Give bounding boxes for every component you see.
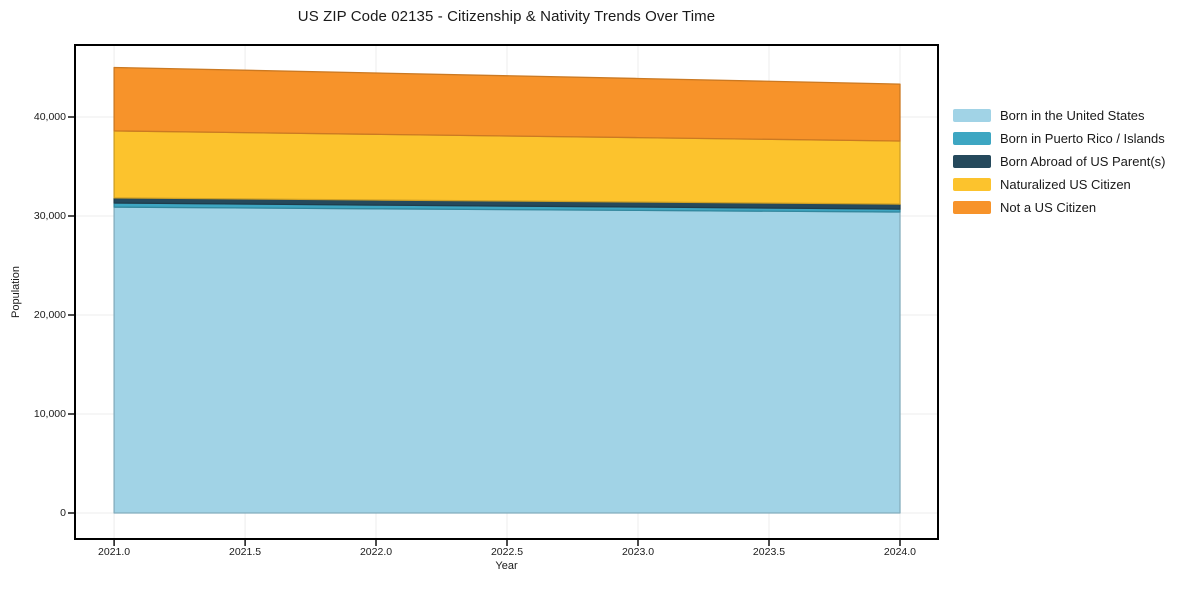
x-tick-label: 2022.5 [490,546,524,558]
x-tick-label: 2022.0 [359,546,393,558]
x-tick-label: 2021.0 [98,546,131,558]
legend-label: Naturalized US Citizen [1000,177,1131,192]
y-tick-label: 0 [60,506,66,519]
legend-item-not-a-us-citizen: Not a US Citizen [953,196,1165,219]
legend-label: Born Abroad of US Parent(s) [1000,154,1166,169]
plot-border [74,44,939,540]
legend-swatch-born-in-puerto-rico-islands [953,132,991,145]
legend-item-born-in-puerto-rico-islands: Born in Puerto Rico / Islands [953,127,1165,150]
area-born-in-the-united-states [113,206,901,514]
legend: Born in the United States Born in Puerto … [953,104,1165,219]
x-tick-label: 2023.5 [752,546,786,558]
y-tick-label: 30,000 [33,209,66,222]
x-tick-label: 2023.0 [621,546,655,558]
y-tick-label: 20,000 [33,308,66,321]
legend-item-born-in-the-united-states: Born in the United States [953,104,1165,127]
legend-label: Born in Puerto Rico / Islands [1000,131,1165,146]
legend-item-born-abroad-of-us-parent-s: Born Abroad of US Parent(s) [953,150,1165,173]
chart-title: US ZIP Code 02135 - Citizenship & Nativi… [297,8,716,25]
legend-swatch-not-a-us-citizen [953,201,991,214]
legend-item-naturalized-us-citizen: Naturalized US Citizen [953,173,1165,196]
x-tick-label: 2024.0 [883,546,917,558]
x-axis-label: Year [495,560,518,572]
plot-area [68,44,939,546]
area-not-a-us-citizen [113,66,901,142]
y-tick-label: 40,000 [33,110,66,123]
legend-label: Born in the United States [1000,108,1145,123]
y-tick-label: 10,000 [33,407,66,420]
area-naturalized-us-citizen [113,130,901,205]
legend-swatch-born-abroad-of-us-parent-s [953,155,991,168]
legend-swatch-born-in-the-united-states [953,109,991,122]
stacked-area-chart-svg [68,44,939,546]
legend-swatch-naturalized-us-citizen [953,178,991,191]
x-tick-label: 2021.5 [228,546,262,558]
legend-label: Not a US Citizen [1000,200,1097,215]
